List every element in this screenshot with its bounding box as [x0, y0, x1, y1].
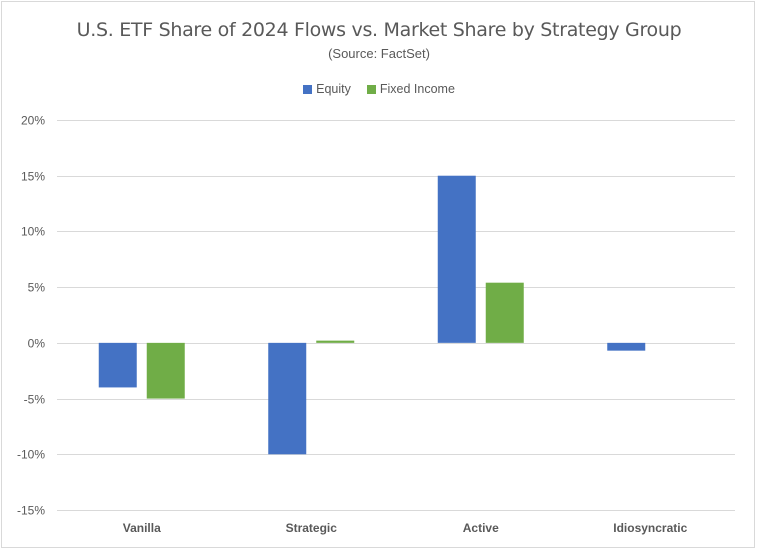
x-tick-label: Vanilla — [123, 521, 161, 535]
y-tick-label: -10% — [17, 448, 45, 462]
x-tick-label: Active — [463, 521, 499, 535]
legend-swatch-fixed-income — [366, 84, 376, 94]
x-tick-label: Strategic — [286, 521, 338, 535]
y-tick-label: 10% — [21, 225, 45, 239]
bar-fixed-income-active — [485, 282, 524, 343]
chart-title: U.S. ETF Share of 2024 Flows vs. Market … — [76, 19, 682, 41]
legend-swatch-equity — [303, 84, 313, 94]
y-tick-label: 0% — [28, 337, 46, 351]
bar-equity-vanilla — [98, 342, 137, 388]
y-tick-label: 15% — [21, 170, 45, 184]
bar-equity-active — [437, 175, 476, 343]
legend-label-fixed-income: Fixed Income — [379, 82, 455, 96]
legend-item-equity: Equity — [303, 82, 351, 96]
y-tick-label: -15% — [17, 504, 45, 518]
legend-item-fixed-income: Fixed Income — [366, 82, 455, 96]
legend-label-equity: Equity — [316, 82, 351, 96]
bar-fixed-income-vanilla — [146, 342, 185, 399]
x-tick-label: Idiosyncratic — [613, 521, 687, 535]
bar-fixed-income-strategic — [316, 340, 355, 343]
bar-equity-strategic — [268, 342, 307, 455]
bar-equity-idiosyncratic — [607, 342, 646, 351]
y-tick-label: 5% — [28, 281, 46, 295]
y-tick-label: 20% — [21, 114, 45, 128]
chart-subtitle: (Source: FactSet) — [328, 46, 430, 61]
chart-legend: Equity Fixed Income — [0, 82, 758, 96]
y-tick-label: -5% — [24, 393, 46, 407]
